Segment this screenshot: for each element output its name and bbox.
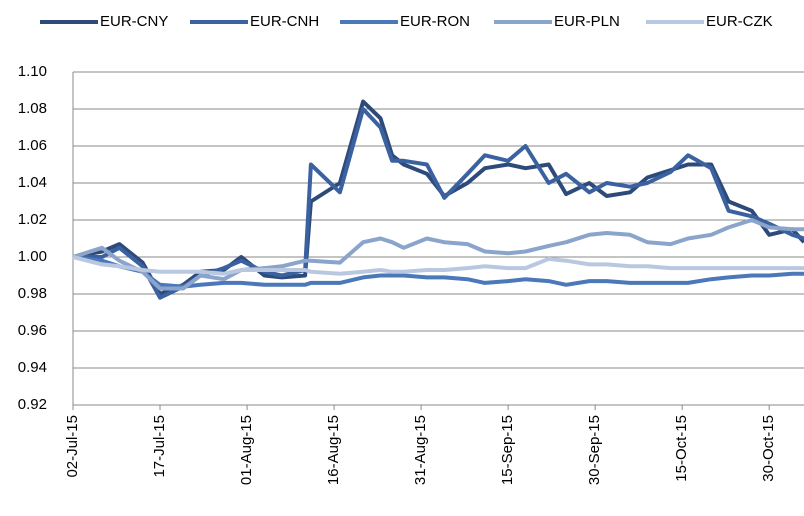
y-tick-label: 0.98	[18, 285, 47, 302]
x-tick-label: 17-Jul-15	[151, 415, 168, 478]
x-tick-label: 01-Aug-15	[238, 415, 255, 485]
y-tick-label: 1.10	[18, 63, 47, 80]
y-tick-label: 0.96	[18, 322, 47, 339]
x-tick-label: 30-Oct-15	[760, 415, 777, 482]
x-tick-label: 31-Aug-15	[412, 415, 429, 485]
x-tick-label: 30-Sep-15	[586, 415, 603, 485]
legend-label: EUR-CNY	[100, 13, 168, 30]
y-tick-label: 1.02	[18, 211, 47, 228]
y-tick-label: 0.94	[18, 359, 47, 376]
legend-label: EUR-CZK	[706, 13, 773, 30]
y-tick-label: 1.04	[18, 174, 47, 191]
x-tick-label: 02-Jul-15	[64, 415, 81, 478]
y-tick-label: 0.92	[18, 396, 47, 413]
y-tick-label: 1.00	[18, 248, 47, 265]
legend-label: EUR-CNH	[250, 13, 319, 30]
series-line	[72, 255, 804, 289]
y-tick-label: 1.06	[18, 137, 47, 154]
x-tick-label: 15-Sep-15	[499, 415, 516, 485]
legend-label: EUR-RON	[400, 13, 470, 30]
x-tick-label: 15-Oct-15	[673, 415, 690, 482]
legend-label: EUR-PLN	[554, 13, 620, 30]
x-tick-label: 16-Aug-15	[325, 415, 342, 485]
series-line	[72, 218, 804, 291]
y-tick-label: 1.08	[18, 100, 47, 117]
series-line	[72, 99, 804, 296]
series-line	[72, 255, 804, 276]
